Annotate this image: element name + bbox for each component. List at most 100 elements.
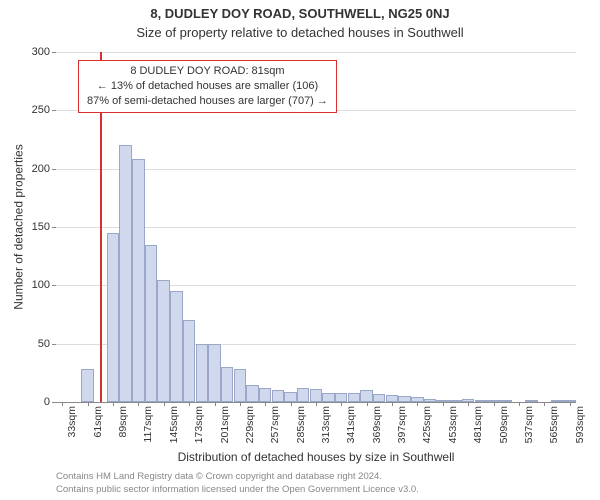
x-tick-mark: [468, 402, 469, 406]
y-tick-label: 150: [10, 221, 50, 233]
x-tick-label: 565sqm: [548, 406, 560, 443]
histogram-bar: [348, 393, 360, 402]
x-tick-label: 453sqm: [447, 406, 459, 443]
y-tick-label: 300: [10, 46, 50, 58]
histogram-bar: [297, 388, 309, 402]
histogram-bar: [246, 385, 258, 403]
marker-info-box: 8 DUDLEY DOY ROAD: 81sqm ← 13% of detach…: [78, 60, 337, 113]
footer-attribution: Contains HM Land Registry data © Crown c…: [56, 471, 576, 496]
histogram-bar: [221, 367, 233, 402]
histogram-bar: [398, 396, 410, 402]
x-tick-mark: [367, 402, 368, 406]
histogram-bar: [208, 344, 220, 402]
x-tick-mark: [88, 402, 89, 406]
x-tick-label: 173sqm: [193, 406, 205, 443]
y-tick-mark: [52, 169, 56, 170]
page-title: 8, DUDLEY DOY ROAD, SOUTHWELL, NG25 0NJ: [0, 0, 600, 21]
x-tick-mark: [544, 402, 545, 406]
info-line-3: 87% of semi-detached houses are larger (…: [87, 94, 328, 109]
histogram-bar: [107, 233, 119, 402]
histogram-bar: [449, 400, 461, 402]
x-tick-label: 117sqm: [142, 406, 154, 443]
x-tick-mark: [570, 402, 571, 406]
y-tick-label: 200: [10, 163, 50, 175]
chart-area: 05010015020025030033sqm61sqm89sqm117sqm1…: [56, 52, 576, 402]
histogram-bar: [551, 400, 563, 402]
x-tick-label: 313sqm: [320, 406, 332, 443]
footer-line-2: Contains public sector information licen…: [56, 484, 576, 496]
info-line-2: ← 13% of detached houses are smaller (10…: [87, 79, 328, 94]
x-tick-label: 229sqm: [244, 406, 256, 443]
x-tick-label: 61sqm: [92, 406, 104, 438]
x-axis-label: Distribution of detached houses by size …: [56, 450, 576, 464]
x-tick-label: 145sqm: [168, 406, 180, 443]
histogram-bar: [500, 400, 512, 402]
x-tick-label: 509sqm: [498, 406, 510, 443]
histogram-bar: [170, 291, 182, 402]
histogram-bar: [310, 389, 322, 402]
histogram-bar: [373, 394, 385, 402]
x-tick-mark: [215, 402, 216, 406]
page-subtitle: Size of property relative to detached ho…: [0, 21, 600, 40]
y-tick-label: 250: [10, 104, 50, 116]
x-tick-mark: [189, 402, 190, 406]
histogram-bar: [157, 280, 169, 403]
x-tick-label: 285sqm: [295, 406, 307, 443]
x-tick-mark: [265, 402, 266, 406]
histogram-bar: [272, 390, 284, 402]
y-tick-mark: [52, 110, 56, 111]
histogram-bar: [322, 393, 334, 402]
x-tick-label: 257sqm: [269, 406, 281, 443]
histogram-bar: [525, 400, 537, 402]
x-tick-label: 89sqm: [117, 406, 129, 438]
x-tick-label: 201sqm: [219, 406, 231, 443]
x-tick-label: 397sqm: [396, 406, 408, 443]
histogram-bar: [386, 395, 398, 402]
histogram-bar: [335, 393, 347, 402]
x-tick-mark: [164, 402, 165, 406]
x-tick-mark: [113, 402, 114, 406]
y-tick-label: 100: [10, 279, 50, 291]
histogram-bar: [132, 159, 144, 402]
histogram-bar: [196, 344, 208, 402]
y-tick-label: 50: [10, 338, 50, 350]
x-tick-mark: [417, 402, 418, 406]
histogram-bar: [81, 369, 93, 402]
footer-line-1: Contains HM Land Registry data © Crown c…: [56, 471, 576, 483]
histogram-bar: [475, 400, 487, 402]
histogram-bar: [284, 392, 296, 403]
x-tick-mark: [62, 402, 63, 406]
histogram-bar: [234, 369, 246, 402]
x-tick-mark: [519, 402, 520, 406]
histogram-bar: [259, 388, 271, 402]
x-tick-mark: [341, 402, 342, 406]
x-tick-mark: [138, 402, 139, 406]
y-tick-mark: [52, 285, 56, 286]
x-tick-label: 33sqm: [66, 406, 78, 438]
y-tick-mark: [52, 227, 56, 228]
y-tick-label: 0: [10, 396, 50, 408]
chart-container: 8, DUDLEY DOY ROAD, SOUTHWELL, NG25 0NJ …: [0, 0, 600, 500]
x-tick-label: 593sqm: [574, 406, 586, 443]
histogram-bar: [360, 390, 372, 402]
x-tick-mark: [443, 402, 444, 406]
gridline: [56, 52, 576, 53]
x-tick-mark: [392, 402, 393, 406]
x-tick-label: 537sqm: [523, 406, 535, 443]
x-tick-label: 369sqm: [371, 406, 383, 443]
x-tick-label: 341sqm: [345, 406, 357, 443]
info-line-1: 8 DUDLEY DOY ROAD: 81sqm: [87, 64, 328, 79]
histogram-bar: [119, 145, 131, 402]
x-tick-label: 425sqm: [421, 406, 433, 443]
y-tick-mark: [52, 402, 56, 403]
x-tick-mark: [291, 402, 292, 406]
y-tick-mark: [52, 52, 56, 53]
x-tick-label: 481sqm: [472, 406, 484, 443]
x-tick-mark: [494, 402, 495, 406]
histogram-bar: [183, 320, 195, 402]
histogram-bar: [145, 245, 157, 403]
y-tick-mark: [52, 344, 56, 345]
histogram-bar: [424, 399, 436, 403]
x-tick-mark: [240, 402, 241, 406]
x-tick-mark: [316, 402, 317, 406]
